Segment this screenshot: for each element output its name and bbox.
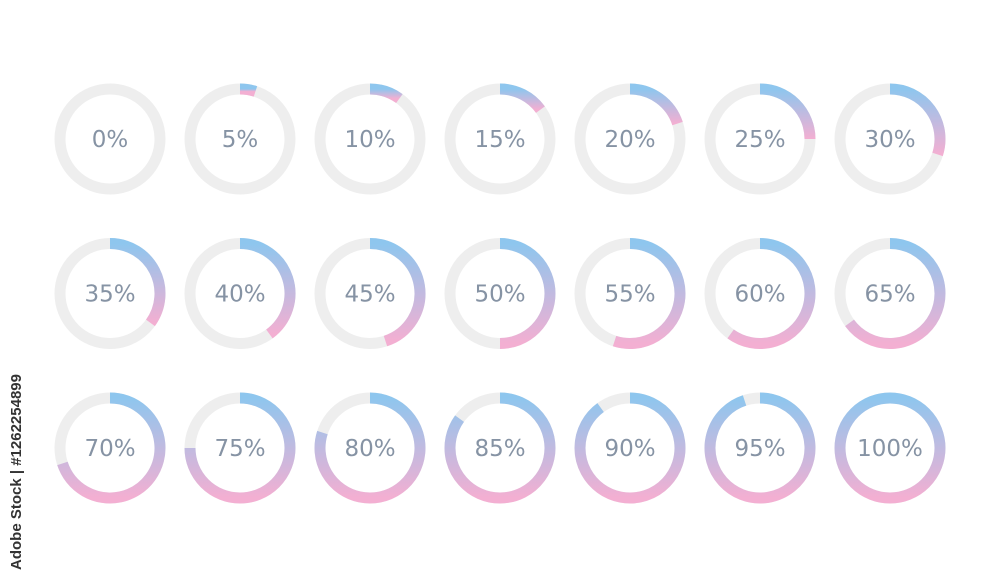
progress-ring: 15% — [444, 83, 556, 195]
ring-progress-arc — [444, 392, 556, 504]
ring-progress-arc — [109, 238, 166, 327]
progress-ring: 55% — [574, 238, 686, 349]
ring-progress-arc — [369, 83, 403, 104]
ring-progress-arc — [239, 238, 296, 339]
ring-progress-arc — [184, 392, 296, 504]
progress-ring: 75% — [184, 392, 296, 504]
progress-ring: 25% — [704, 83, 816, 195]
progress-ring: 85% — [444, 392, 556, 504]
progress-ring: 70% — [54, 392, 166, 504]
ring-progress-arc — [239, 83, 258, 97]
ring-percent-label: 95% — [734, 436, 785, 462]
ring-progress-arc — [369, 238, 426, 347]
ring-percent-label: 25% — [734, 127, 785, 153]
ring-percent-label: 100% — [857, 436, 923, 462]
ring-progress-arc — [574, 392, 686, 504]
progress-ring: 35% — [54, 238, 166, 349]
ring-track — [54, 83, 166, 195]
ring-progress-arc — [57, 392, 166, 504]
ring-percent-label: 30% — [864, 127, 915, 153]
progress-ring: 50% — [444, 238, 556, 349]
ring-percent-label: 60% — [734, 282, 785, 308]
progress-ring: 100% — [834, 392, 946, 504]
watermark: Adobe Stock | #1262254899 — [8, 374, 25, 570]
ring-percent-label: 20% — [604, 127, 655, 153]
progress-ring: 20% — [574, 83, 686, 195]
ring-percent-label: 65% — [864, 282, 915, 308]
progress-ring: 80% — [314, 392, 426, 504]
ring-progress-arc — [889, 83, 946, 157]
progress-ring: 65% — [834, 238, 946, 349]
ring-percent-label: 40% — [214, 282, 265, 308]
ring-percent-label: 15% — [474, 127, 525, 153]
progress-ring: 60% — [704, 238, 816, 349]
progress-ring: 90% — [574, 392, 686, 504]
ring-progress-arc — [704, 392, 816, 504]
progress-ring: 0% — [54, 83, 166, 195]
ring-percent-label: 85% — [474, 436, 525, 462]
ring-percent-label: 75% — [214, 436, 265, 462]
ring-progress-arc — [834, 392, 946, 504]
ring-progress-arc — [759, 83, 816, 140]
ring-percent-label: 5% — [222, 127, 259, 153]
ring-progress-arc — [314, 392, 426, 504]
ring-progress-arc — [499, 83, 545, 114]
progress-ring: 45% — [314, 238, 426, 349]
progress-ring: 30% — [834, 83, 946, 195]
ring-progress-arc — [499, 238, 556, 349]
progress-ring: 40% — [184, 238, 296, 349]
ring-percent-label: 55% — [604, 282, 655, 308]
progress-ring: 5% — [184, 83, 296, 195]
ring-percent-label: 10% — [344, 127, 395, 153]
ring-percent-label: 35% — [84, 282, 135, 308]
progress-ring: 10% — [314, 83, 426, 195]
ring-percent-label: 0% — [92, 127, 129, 153]
ring-progress-arc — [845, 238, 946, 349]
ring-percent-label: 70% — [84, 436, 135, 462]
ring-percent-label: 90% — [604, 436, 655, 462]
ring-progress-arc — [612, 238, 686, 349]
ring-percent-label: 50% — [474, 282, 525, 308]
ring-percent-label: 80% — [344, 436, 395, 462]
ring-progress-arc — [727, 238, 816, 349]
ring-progress-arc — [629, 83, 683, 126]
ring-percent-label: 45% — [344, 282, 395, 308]
progress-ring: 95% — [704, 392, 816, 504]
